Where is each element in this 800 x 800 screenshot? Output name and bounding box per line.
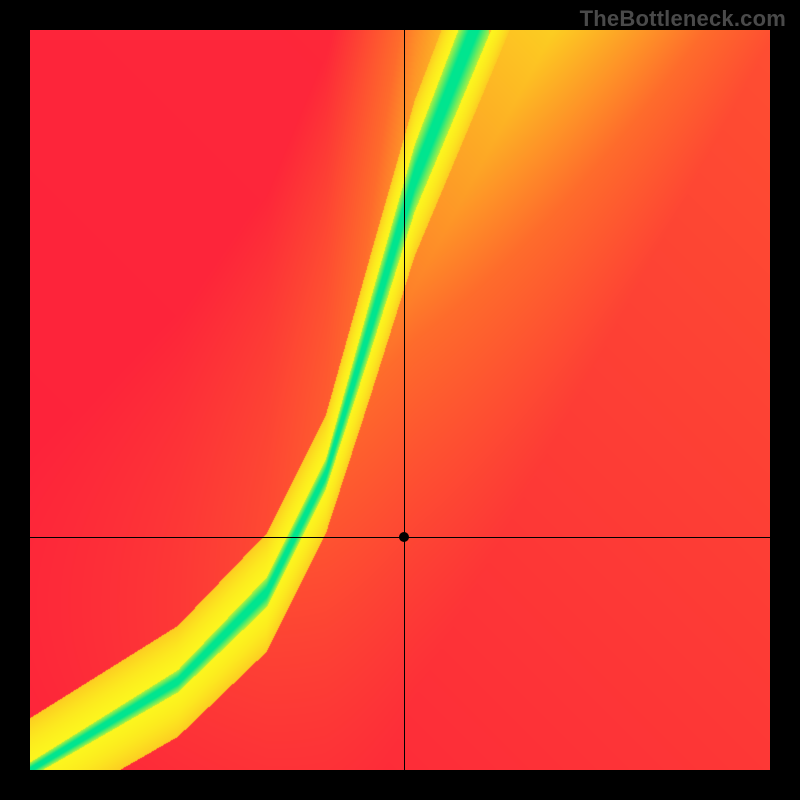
frame: TheBottleneck.com bbox=[0, 0, 800, 800]
crosshair-point bbox=[399, 532, 409, 542]
heatmap-canvas bbox=[30, 30, 770, 770]
crosshair-v bbox=[404, 30, 405, 770]
watermark-text: TheBottleneck.com bbox=[580, 6, 786, 32]
bottleneck-heatmap bbox=[30, 30, 770, 770]
